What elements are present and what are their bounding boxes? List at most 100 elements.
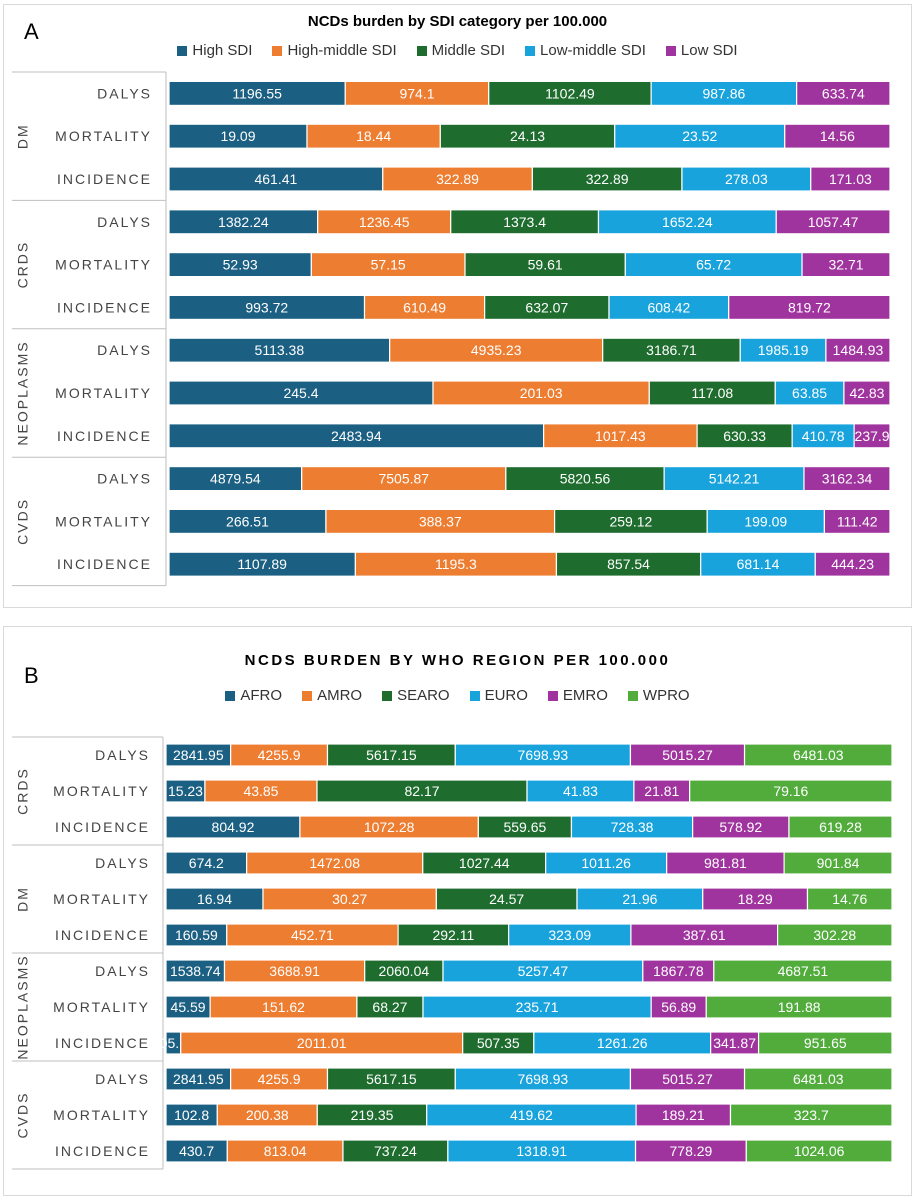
row-label: INCIDENCE (55, 1143, 150, 1159)
panel-label-a: A (24, 19, 39, 44)
data-label: 1318.91 (516, 1143, 567, 1159)
data-label: 151.62 (262, 999, 305, 1015)
bar-segment (301, 466, 507, 492)
chart-panel-b: B NCDS BURDEN BY WHO REGION PER 100.000 … (3, 626, 912, 1196)
data-label: 1024.06 (794, 1143, 845, 1159)
bar-segment (806, 887, 893, 911)
data-label: 578.92 (719, 819, 762, 835)
row-label: MORTALITY (53, 1107, 150, 1123)
data-label: 1196.55 (232, 85, 282, 101)
legend-swatch (225, 690, 236, 701)
bar-segment (803, 466, 891, 492)
data-label: 3688.91 (269, 963, 320, 979)
data-label: 1867.78 (653, 963, 704, 979)
data-label: 102.8 (174, 1107, 209, 1123)
data-label: 52.93 (223, 257, 258, 273)
bar-segment (801, 252, 891, 278)
data-label: 82.17 (404, 783, 439, 799)
bar-segment (705, 995, 893, 1019)
legend-item: WPRO (627, 687, 690, 704)
data-label: 117.08 (691, 385, 733, 401)
data-label: 322.89 (586, 171, 629, 187)
legend-label: Low-middle SDI (540, 42, 646, 59)
data-label: 189.21 (662, 1107, 705, 1123)
bar-segment (713, 959, 893, 983)
data-label: 981.81 (704, 855, 747, 871)
row-label: MORTALITY (53, 999, 150, 1015)
bar-segment (439, 123, 616, 149)
data-label: 292.11 (432, 927, 474, 943)
data-label: 14.76 (832, 891, 867, 907)
data-label: 430.7 (179, 1143, 214, 1159)
bar-segment (168, 294, 366, 320)
bar-segment (168, 123, 308, 149)
data-label: 16.94 (197, 891, 232, 907)
chart-plot-b: DALYS 2841.95 4255.9 5617.15 7698.93 5015.27 6… (12, 736, 893, 1170)
data-label: 619.28 (819, 819, 862, 835)
bar-segment (168, 252, 312, 278)
data-label: 42.83 (849, 385, 884, 401)
legend-label: AMRO (317, 687, 363, 704)
bar-segment (823, 508, 891, 534)
data-label: 4935.23 (471, 342, 522, 358)
data-label: 452.71 (291, 927, 334, 943)
data-label: 6481.03 (793, 747, 844, 763)
data-label: 24.13 (510, 128, 545, 144)
bar-segment (788, 815, 893, 839)
row-label: MORTALITY (53, 891, 150, 907)
bar-segment (389, 337, 604, 363)
bar-segment (484, 294, 610, 320)
legend-swatch (627, 690, 638, 701)
data-label: 1538.74 (170, 963, 221, 979)
data-label: 6481.03 (793, 1071, 844, 1087)
data-label: 1261.26 (597, 1035, 648, 1051)
bar-segment (814, 551, 891, 577)
data-label: 7698.93 (518, 747, 569, 763)
chart-title-a: NCDs burden by SDI category per 100.000 (307, 13, 608, 30)
bar-segment (168, 508, 327, 534)
data-label: 1017.43 (595, 428, 646, 444)
row-label: INCIDENCE (55, 819, 150, 835)
legend-label: EURO (484, 687, 528, 704)
bar-segment (464, 252, 626, 278)
data-label: 63.85 (792, 385, 827, 401)
data-label: 737.24 (374, 1143, 417, 1159)
bar-segment (757, 1031, 893, 1055)
data-label: 4255.9 (258, 747, 301, 763)
data-label: 43.85 (243, 783, 278, 799)
legend-label: EMRO (562, 687, 608, 704)
bar-segment (843, 380, 891, 406)
row-label: DALYS (97, 214, 152, 230)
bar-segment (743, 743, 893, 767)
data-label: 813.04 (264, 1143, 307, 1159)
data-label: 987.86 (702, 85, 745, 101)
data-label: 57.15 (371, 257, 406, 273)
legend-a: High SDI High-middle SDI Middle SDI Low-mid… (4, 42, 911, 59)
row-label: MORTALITY (55, 385, 152, 401)
data-label: 259.12 (609, 513, 652, 529)
data-label: 1472.08 (309, 855, 360, 871)
data-label: 1484.93 (833, 342, 884, 358)
data-label: 804.92 (212, 819, 255, 835)
group-label: NEOPLASMS (15, 340, 31, 445)
data-label: 235.71 (516, 999, 559, 1015)
chart-plot-a: DALYS 1196.55 974.1 1102.49 987.86 633.74 MORT… (12, 71, 891, 587)
row-label: INCIDENCE (57, 299, 152, 315)
data-label: 608.42 (647, 299, 690, 315)
data-label: 5015.27 (662, 1071, 713, 1087)
data-label: 559.65 (503, 819, 546, 835)
row-label: MORTALITY (53, 783, 150, 799)
bar-segment (796, 80, 891, 107)
legend-item: Low SDI (665, 42, 738, 59)
data-label: 32.71 (828, 257, 863, 273)
bar-segment (168, 337, 391, 363)
data-label: 1011.26 (581, 855, 631, 871)
bar-segment (168, 551, 356, 577)
group-label: DM (15, 886, 31, 912)
data-label: 2483.94 (331, 428, 382, 444)
legend-label: AFRO (240, 687, 283, 704)
data-label: 4879.54 (210, 471, 261, 487)
data-label: 2841.95 (173, 1071, 224, 1087)
legend-swatch (382, 690, 393, 701)
legend-swatch (302, 690, 313, 701)
